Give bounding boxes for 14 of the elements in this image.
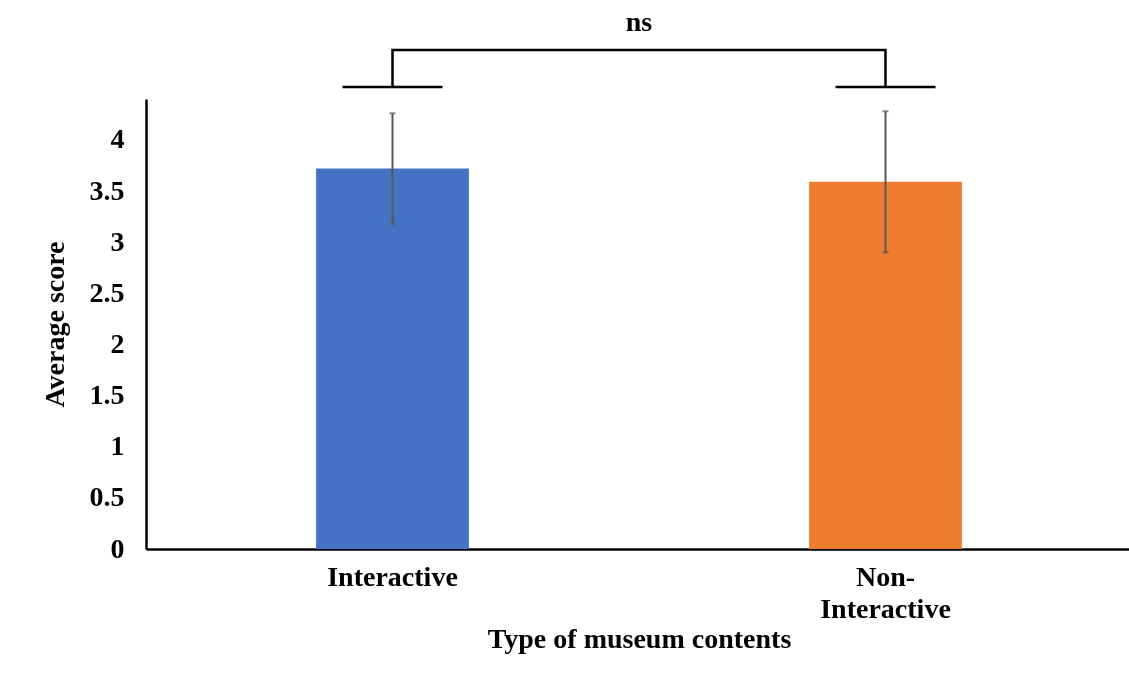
- text: ns: [625, 6, 653, 37]
- y-tick-label: 0.5: [89, 481, 125, 513]
- y-tick-label: 3: [110, 225, 125, 257]
- y-tick-label: 3.5: [89, 174, 125, 206]
- y-tick-label: 2.5: [89, 276, 125, 308]
- x-tick-label: Interactive: [327, 560, 458, 592]
- x-tick-label: Non-Interactive: [820, 560, 951, 624]
- y-tick-label: 2: [110, 327, 125, 359]
- y-tick-label: 0: [110, 532, 125, 564]
- y-axis-title: Average score: [38, 241, 70, 408]
- y-tick-label: 1.5: [89, 379, 125, 411]
- y-tick-label: 4: [110, 123, 125, 155]
- x-axis-title: Type of museum contents: [487, 622, 792, 654]
- y-tick-label: 1: [110, 430, 125, 462]
